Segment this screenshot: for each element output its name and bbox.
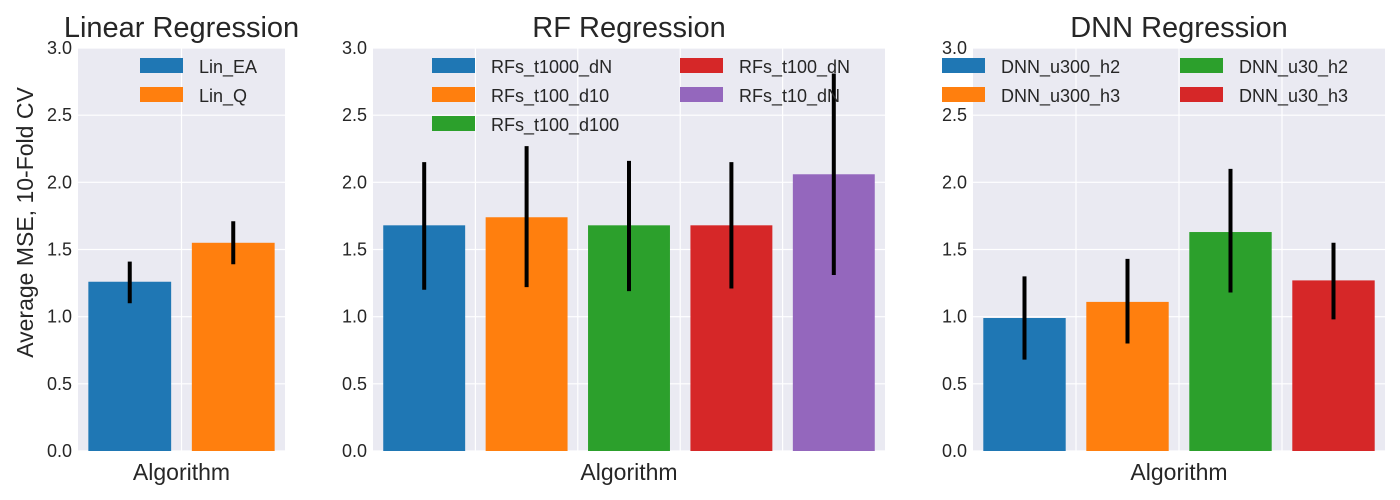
y-tick-label: 0.5 (342, 374, 367, 394)
y-tick-label: 0.0 (942, 441, 967, 461)
legend-entry: DNN_u30_h2 (1239, 57, 1348, 78)
legend-entry: RFs_t100_d10 (491, 86, 609, 107)
y-tick-label: 1.0 (47, 307, 72, 327)
y-tick-label: 2.5 (342, 105, 367, 125)
y-tick-label: 0.0 (342, 441, 367, 461)
y-tick-label: 2.0 (342, 172, 367, 192)
chart-title: DNN Regression (1070, 12, 1288, 44)
y-tick-label: 2.5 (942, 105, 967, 125)
y-tick-label: 1.5 (942, 240, 967, 260)
legend-swatch (140, 58, 183, 73)
legend-swatch (432, 58, 475, 73)
legend-entry: RFs_t100_d100 (491, 115, 619, 136)
legend-entry: Lin_EA (199, 57, 257, 78)
legend-swatch (680, 87, 723, 102)
y-tick-label: 3.0 (47, 38, 72, 58)
y-tick-label: 3.0 (942, 38, 967, 58)
legend-swatch (942, 58, 985, 73)
y-tick-label: 2.0 (942, 172, 967, 192)
legend-entry: RFs_t100_dN (739, 57, 850, 78)
chart-panel-3: 0.0 0.5 1.0 1.5 2.0 2.5 3.0 DNN_u300_h2 DNN_u300… (942, 12, 1385, 485)
y-tick-label: 1.5 (342, 240, 367, 260)
legend-entry: DNN_u30_h3 (1239, 86, 1348, 107)
legend-swatch (140, 87, 183, 102)
legend-entry: Lin_Q (199, 86, 247, 107)
chart-title: RF Regression (532, 12, 725, 44)
chart-panel-2: 0.0 0.5 1.0 1.5 2.0 2.5 3.0 RFs_t1000_dN RFs_t10… (342, 12, 885, 485)
y-tick-label: 2.5 (47, 105, 72, 125)
y-tick-label: 1.0 (942, 307, 967, 327)
legend-entry: RFs_t10_dN (739, 86, 840, 107)
bar (88, 281, 172, 451)
legend-swatch (680, 58, 723, 73)
chart-panel-1: 0.0 0.5 1.0 1.5 2.0 2.5 3.0 Lin_EA Lin_Q Linear R… (12, 12, 299, 485)
chart-title: Linear Regression (64, 12, 299, 44)
y-tick-label: 2.0 (47, 172, 72, 192)
legend-entry: DNN_u300_h3 (1001, 86, 1120, 107)
legend-swatch (1180, 87, 1223, 102)
legend-entry: DNN_u300_h2 (1001, 57, 1120, 78)
y-tick-label: 3.0 (342, 38, 367, 58)
y-axis-label: Average MSE, 10-Fold CV (12, 87, 38, 358)
bar (191, 242, 275, 451)
legend-swatch (942, 87, 985, 102)
x-axis-label: Algorithm (1130, 459, 1227, 485)
legend-swatch (432, 116, 475, 131)
legend-swatch (1180, 58, 1223, 73)
y-tick-label: 0.0 (47, 441, 72, 461)
y-tick-label: 1.5 (47, 240, 72, 260)
y-tick-label: 1.0 (342, 307, 367, 327)
legend-swatch (432, 87, 475, 102)
x-axis-label: Algorithm (580, 459, 677, 485)
x-axis-label: Algorithm (133, 459, 230, 485)
y-tick-label: 0.5 (942, 374, 967, 394)
y-tick-label: 0.5 (47, 374, 72, 394)
legend-entry: RFs_t1000_dN (491, 57, 612, 78)
